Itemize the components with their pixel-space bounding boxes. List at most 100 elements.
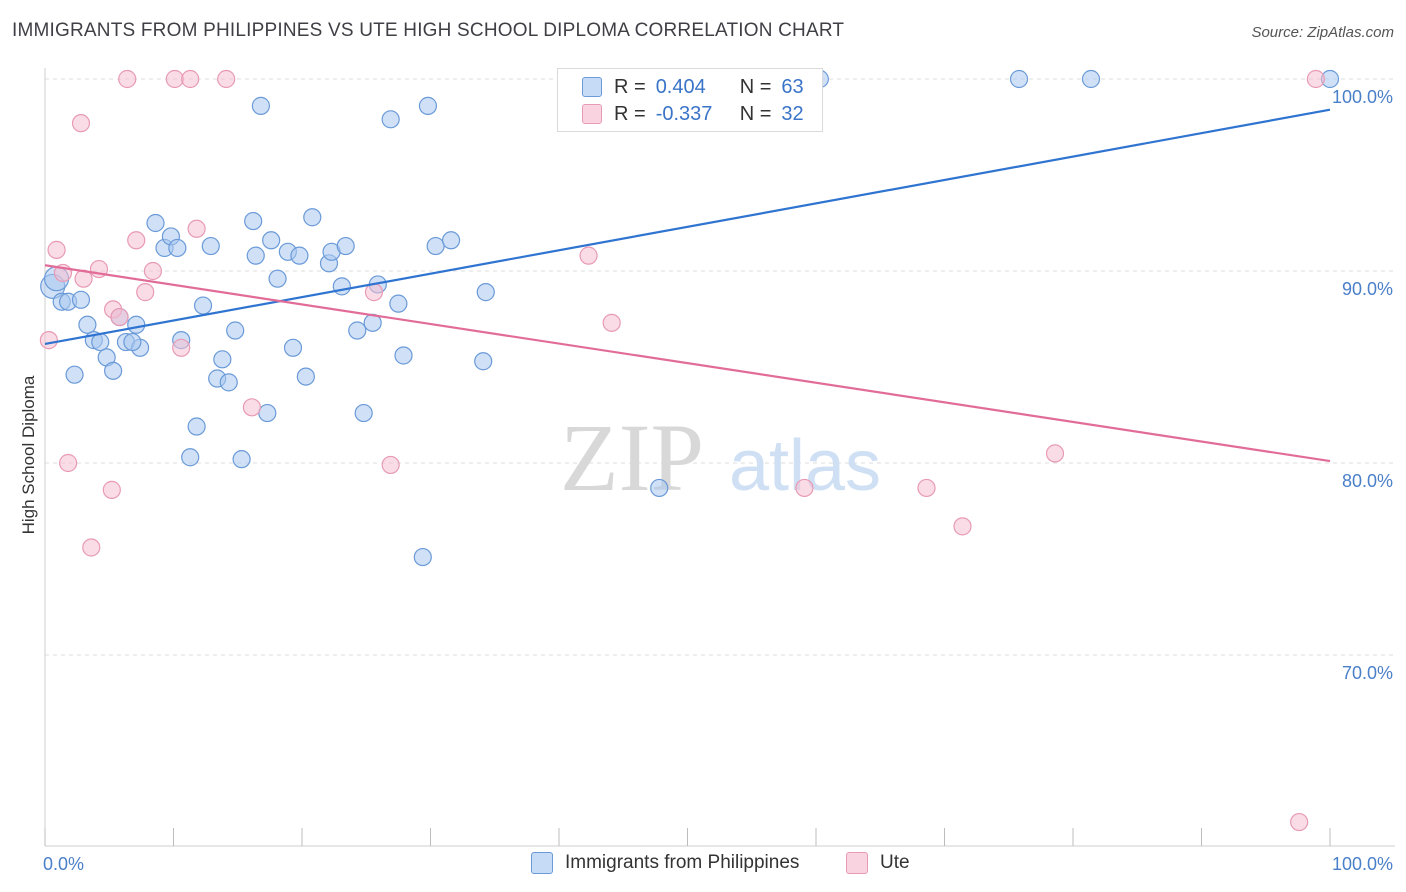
data-point-philippines — [65, 365, 84, 384]
data-point-philippines — [389, 294, 408, 313]
data-point-ute — [579, 246, 598, 265]
data-point-philippines — [290, 246, 309, 265]
data-point-philippines — [201, 236, 220, 256]
data-point-ute — [59, 453, 78, 473]
data-point-ute — [917, 478, 936, 498]
legend-r-value: 0.404 — [655, 75, 706, 98]
data-point-philippines — [336, 236, 355, 256]
data-point-ute — [172, 338, 191, 357]
data-point-ute — [217, 69, 236, 89]
data-point-ute — [165, 69, 184, 89]
data-point-ute — [136, 283, 155, 302]
data-point-philippines — [476, 283, 495, 302]
data-point-ute — [187, 219, 206, 238]
data-point-ute — [1045, 444, 1065, 463]
data-point-ute — [795, 478, 814, 498]
data-point-philippines — [381, 110, 400, 129]
series-ute-points — [39, 69, 1325, 832]
legend-swatch-pink — [582, 104, 602, 124]
y-tick-label: 100.0% — [1332, 87, 1393, 107]
y-tick-labels: 70.0% 80.0% 90.0% 100.0% — [1332, 87, 1393, 683]
data-point-philippines — [474, 352, 493, 371]
source-credit: Source: ZipAtlas.com — [1251, 24, 1394, 41]
data-point-ute — [602, 313, 621, 332]
data-point-philippines — [181, 448, 200, 467]
grid-lines — [45, 78, 1395, 656]
axes — [44, 68, 1395, 847]
legend-n-label: N = — [739, 75, 772, 98]
data-point-philippines — [1009, 69, 1029, 89]
data-point-philippines — [418, 96, 438, 115]
data-point-philippines — [232, 450, 251, 469]
data-point-philippines — [258, 403, 277, 423]
data-point-ute — [127, 231, 146, 250]
data-point-philippines — [348, 321, 367, 340]
data-point-philippines — [213, 350, 232, 369]
chart-title: IMMIGRANTS FROM PHILIPPINES VS UTE HIGH … — [12, 20, 845, 41]
data-point-ute — [381, 455, 400, 475]
data-point-philippines — [262, 231, 281, 250]
data-point-philippines — [426, 236, 445, 256]
legend-n-value: 63 — [781, 75, 804, 98]
data-point-philippines — [226, 321, 245, 340]
data-point-ute — [953, 517, 972, 536]
data-point-philippines — [168, 238, 187, 258]
legend-r-label: R = — [614, 75, 646, 98]
data-point-philippines — [1081, 69, 1101, 89]
data-point-philippines — [441, 231, 461, 250]
watermark-zip: ZIP — [560, 404, 704, 511]
data-point-philippines — [127, 315, 146, 334]
x-tick-label: 100.0% — [1332, 854, 1393, 874]
data-point-philippines — [187, 417, 206, 436]
data-point-philippines — [268, 269, 287, 288]
data-point-ute — [143, 261, 163, 281]
data-point-philippines — [413, 547, 432, 567]
trend-lines — [44, 108, 1331, 463]
data-point-ute — [1290, 812, 1309, 832]
data-point-philippines — [354, 403, 373, 423]
data-point-philippines — [123, 332, 142, 352]
data-point-philippines — [650, 478, 669, 498]
data-point-philippines — [303, 208, 322, 227]
data-point-philippines — [193, 296, 213, 315]
data-point-ute — [47, 240, 66, 259]
data-point-ute — [82, 538, 101, 557]
data-point-ute — [110, 307, 129, 327]
y-axis-label: High School Diploma — [19, 375, 38, 534]
data-point-ute — [39, 331, 58, 350]
trend-line-ute — [44, 264, 1331, 463]
legend: R = 0.404 N = 63 R = -0.337 N = 32 — [557, 68, 823, 132]
data-point-ute — [118, 69, 137, 89]
data-point-ute — [71, 114, 91, 133]
legend-swatch-blue — [582, 77, 602, 97]
legend-n-value: 32 — [781, 102, 804, 125]
data-point-philippines — [78, 315, 97, 334]
bottom-legend-swatch-pink — [846, 852, 868, 874]
data-point-philippines — [71, 290, 91, 309]
data-point-ute — [1306, 69, 1325, 89]
data-point-ute — [102, 480, 121, 499]
bottom-legend-philippines: Immigrants from Philippines — [531, 852, 799, 874]
data-point-ute — [242, 398, 261, 417]
data-point-philippines — [219, 373, 238, 392]
x-tick-labels: 0.0% 100.0% — [43, 854, 1393, 874]
legend-row-philippines: R = 0.404 N = 63 — [582, 73, 804, 101]
legend-r-value: -0.337 — [655, 102, 713, 125]
bottom-legend-swatch-blue — [531, 852, 553, 874]
legend-n-label: N = — [739, 102, 772, 125]
y-tick-label: 90.0% — [1342, 279, 1393, 299]
bottom-legend-label: Ute — [880, 852, 910, 873]
data-point-philippines — [251, 96, 270, 115]
y-tick-label: 70.0% — [1342, 663, 1393, 683]
bottom-legend-label: Immigrants from Philippines — [565, 852, 800, 873]
legend-row-ute: R = -0.337 N = 32 — [582, 100, 804, 128]
bottom-legend-ute: Ute — [846, 852, 910, 874]
data-point-philippines — [104, 361, 123, 380]
data-point-philippines — [332, 277, 351, 296]
data-point-philippines — [244, 211, 263, 231]
data-point-philippines — [246, 246, 265, 265]
y-tick-label: 80.0% — [1342, 471, 1393, 491]
data-point-philippines — [146, 213, 165, 233]
data-point-philippines — [283, 338, 303, 357]
